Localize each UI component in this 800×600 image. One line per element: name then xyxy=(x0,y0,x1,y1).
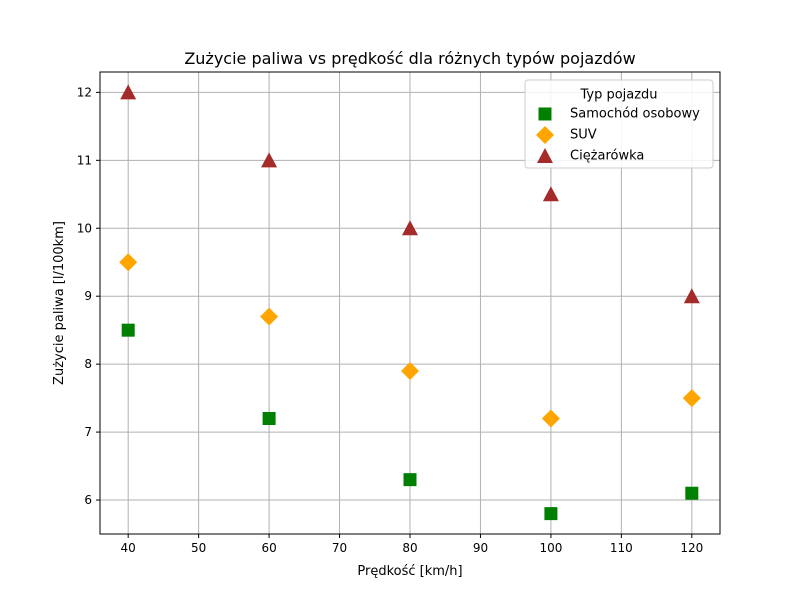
y-tick-label: 9 xyxy=(84,289,92,303)
y-tick-label: 11 xyxy=(77,153,92,167)
data-point xyxy=(260,307,279,326)
legend-title: Typ pojazdu xyxy=(579,88,657,103)
x-tick-label: 110 xyxy=(610,541,633,555)
data-point xyxy=(403,473,417,487)
legend: Typ pojazdu Samochód osobowy SUV Ciężarówk… xyxy=(524,79,714,169)
chart-title: Zużycie paliwa vs prędkość dla różnych t… xyxy=(184,49,635,68)
y-tick-label: 7 xyxy=(84,425,92,439)
data-point xyxy=(262,412,276,425)
series-diamond xyxy=(119,253,701,428)
x-tick-label: 100 xyxy=(539,541,562,555)
x-tick-label: 60 xyxy=(261,541,276,555)
legend-box xyxy=(524,79,714,169)
y-axis-ticks: 6 7 8 9 10 11 12 xyxy=(77,85,100,507)
y-tick-label: 6 xyxy=(84,493,92,507)
legend-marker xyxy=(537,148,553,163)
x-tick-label: 80 xyxy=(402,541,417,555)
data-point xyxy=(402,220,418,236)
legend-marker xyxy=(536,126,554,144)
legend-entry-label: Samochód osobowy xyxy=(570,107,700,122)
data-points xyxy=(119,84,701,521)
legend-entry-label: Ciężarówka xyxy=(570,149,644,164)
y-tick-label: 10 xyxy=(77,221,92,235)
x-tick-label: 50 xyxy=(191,541,206,555)
y-tick-label: 8 xyxy=(84,357,92,371)
data-point xyxy=(119,253,138,272)
data-point xyxy=(682,389,701,408)
data-point xyxy=(542,186,559,202)
data-point xyxy=(685,486,699,500)
x-tick-label: 120 xyxy=(680,541,703,555)
x-tick-label: 70 xyxy=(332,541,347,555)
data-point xyxy=(541,409,560,428)
x-axis-ticks: 40 50 60 70 80 90 100 110 120 xyxy=(121,534,703,555)
series-square xyxy=(121,323,699,521)
legend-marker xyxy=(538,107,552,121)
x-tick-label: 90 xyxy=(473,541,488,555)
legend-entry-label: SUV xyxy=(570,128,597,143)
data-point xyxy=(544,507,558,521)
data-point xyxy=(401,361,419,380)
data-point xyxy=(261,152,278,168)
data-point xyxy=(683,288,700,304)
series-triangle xyxy=(120,84,700,304)
data-point xyxy=(120,84,137,100)
x-tick-label: 40 xyxy=(121,541,136,555)
x-axis-label: Prędkość [km/h] xyxy=(357,564,462,579)
data-point xyxy=(121,323,135,337)
y-axis-label: Zużycie paliwa [l/100km] xyxy=(52,221,67,385)
y-tick-label: 12 xyxy=(77,85,92,99)
